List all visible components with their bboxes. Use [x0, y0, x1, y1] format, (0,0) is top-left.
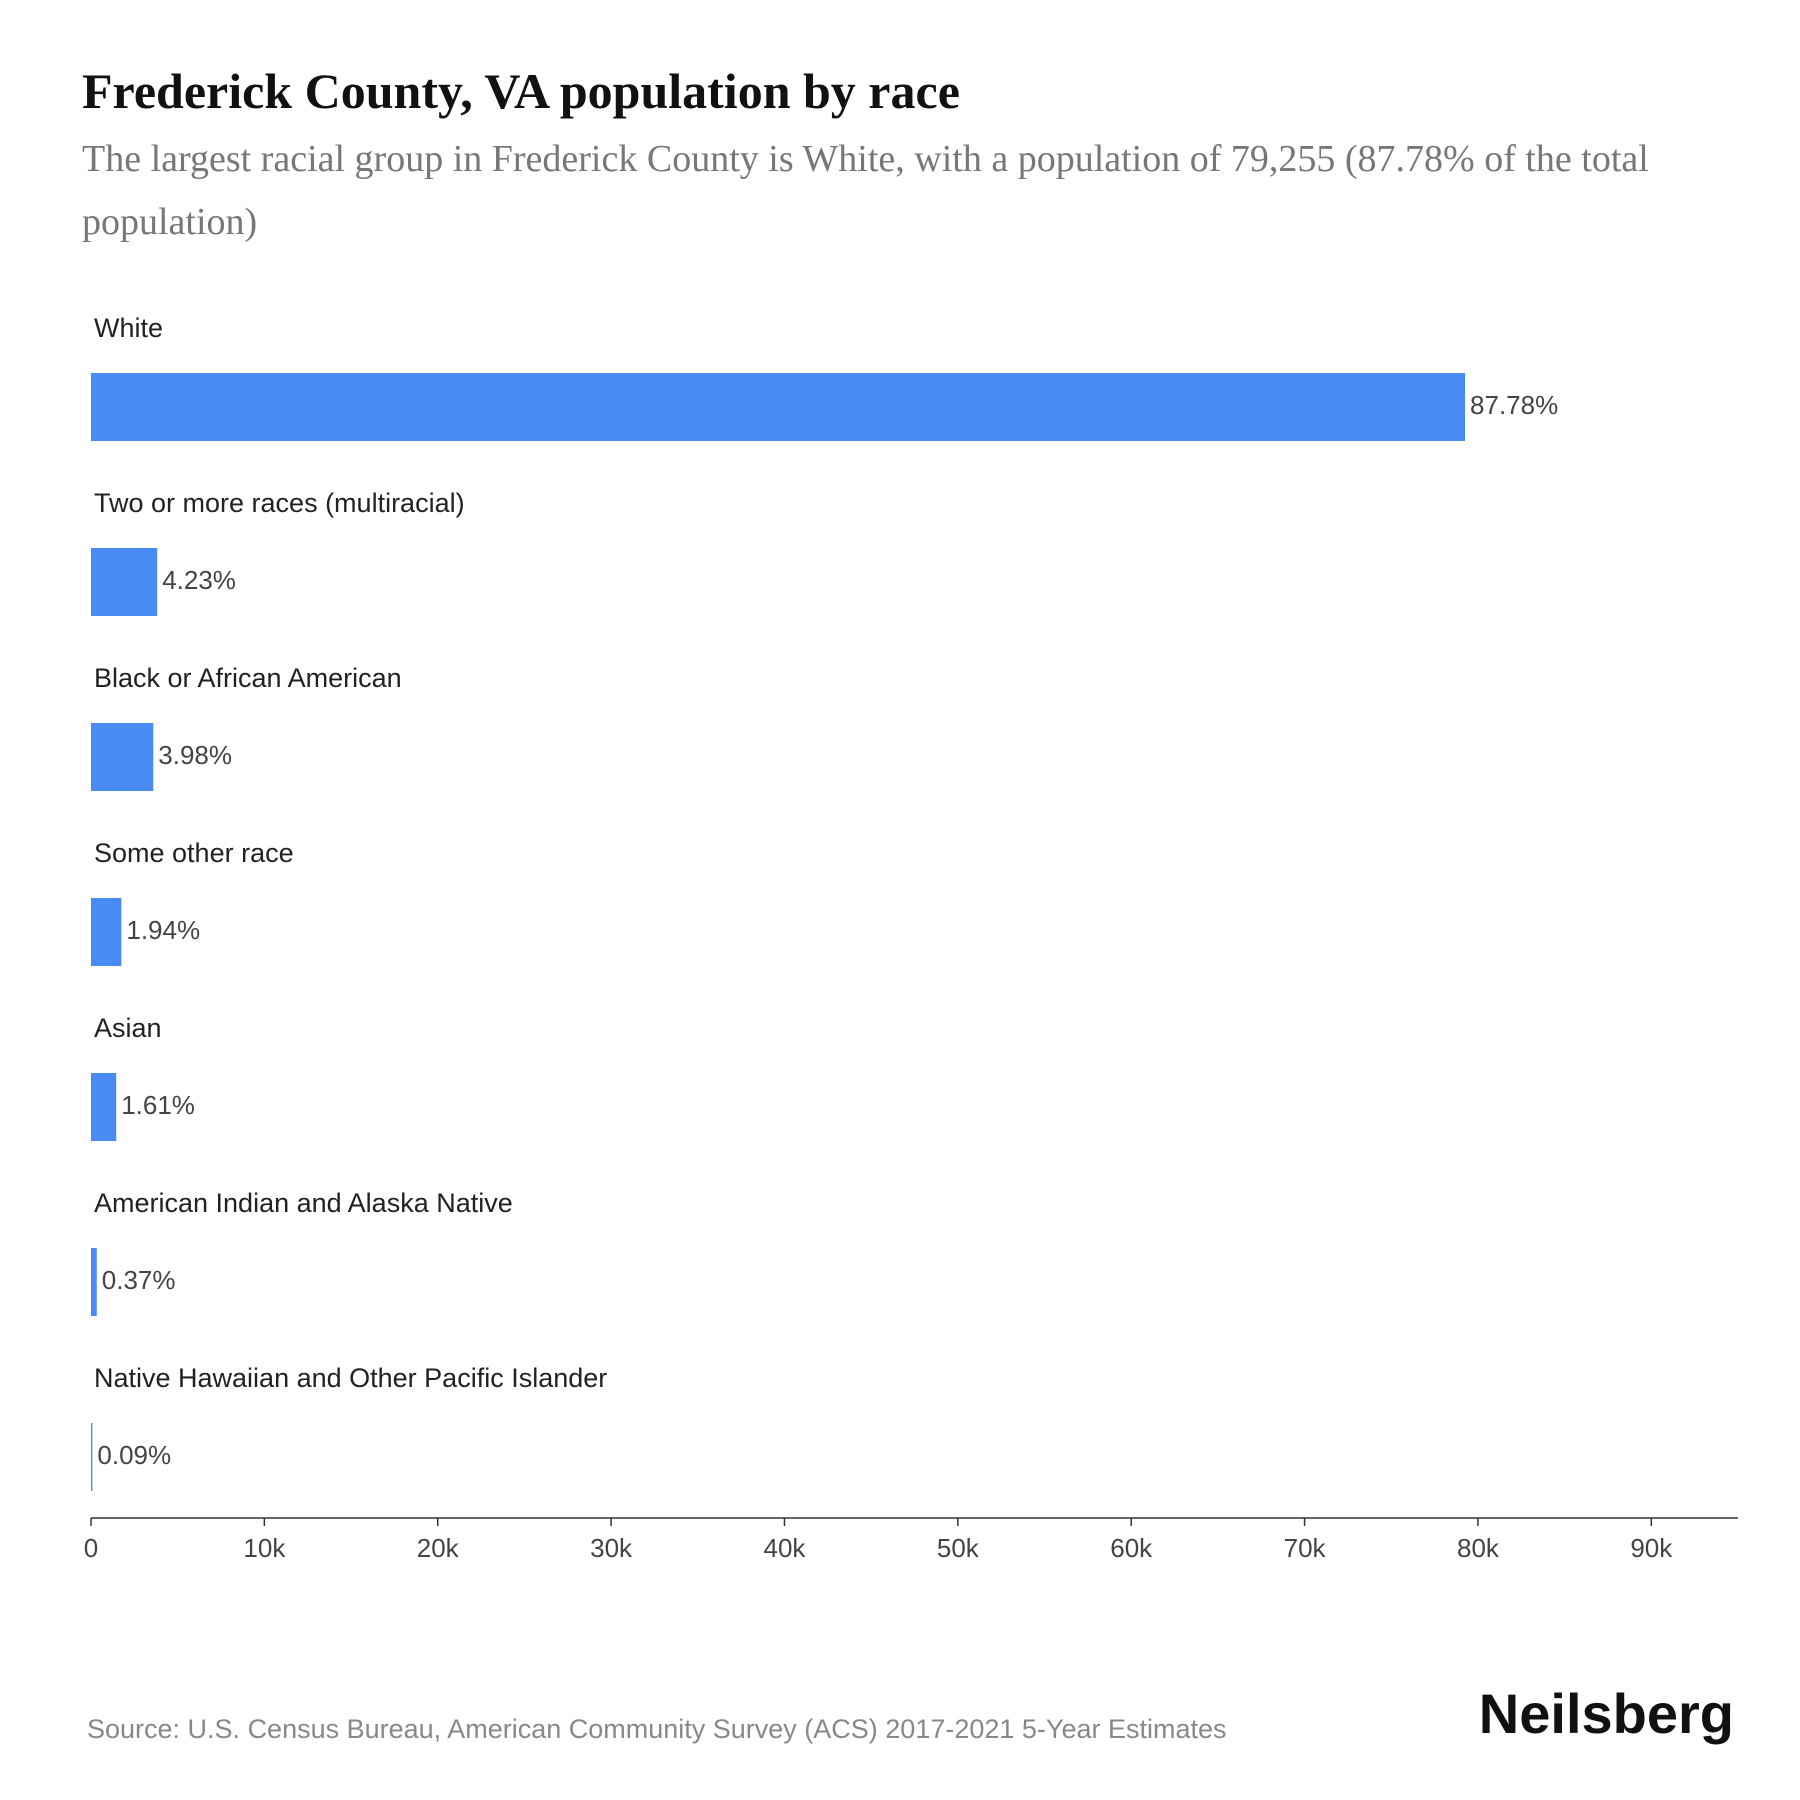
value-label: 0.09% [97, 1440, 171, 1470]
x-tick-label: 30k [590, 1533, 633, 1563]
brand-logo: Neilsberg [1479, 1682, 1734, 1745]
category-label: Native Hawaiian and Other Pacific Island… [94, 1363, 607, 1393]
category-label: Some other race [94, 838, 294, 868]
category-label: White [94, 313, 163, 343]
bar [91, 723, 154, 791]
value-label: 1.61% [121, 1090, 195, 1120]
x-tick-label: 90k [1630, 1533, 1673, 1563]
x-tick-label: 10k [243, 1533, 286, 1563]
x-tick-label: 70k [1284, 1533, 1327, 1563]
value-label: 4.23% [162, 565, 236, 595]
chart-subtitle: The largest racial group in Frederick Co… [82, 138, 1649, 243]
value-label: 87.78% [1470, 390, 1558, 420]
x-tick-label: 80k [1457, 1533, 1500, 1563]
bar [91, 1248, 97, 1316]
bar [91, 548, 158, 616]
x-tick-label: 40k [764, 1533, 807, 1563]
bar [91, 1073, 117, 1141]
bar [91, 898, 122, 966]
value-label: 1.94% [126, 915, 200, 945]
bar [91, 373, 1466, 441]
category-label: Two or more races (multiracial) [94, 488, 465, 518]
category-label: Asian [94, 1013, 162, 1043]
x-tick-label: 20k [417, 1533, 460, 1563]
bar [91, 1423, 93, 1491]
x-tick-label: 50k [937, 1533, 980, 1563]
category-label: Black or African American [94, 663, 402, 693]
value-label: 0.37% [102, 1265, 176, 1295]
source-note: Source: U.S. Census Bureau, American Com… [87, 1714, 1227, 1744]
value-label: 3.98% [158, 740, 232, 770]
category-label: American Indian and Alaska Native [94, 1188, 513, 1218]
x-tick-label: 60k [1110, 1533, 1153, 1563]
chart-title: Frederick County, VA population by race [82, 63, 960, 119]
x-tick-label: 0 [84, 1533, 98, 1563]
